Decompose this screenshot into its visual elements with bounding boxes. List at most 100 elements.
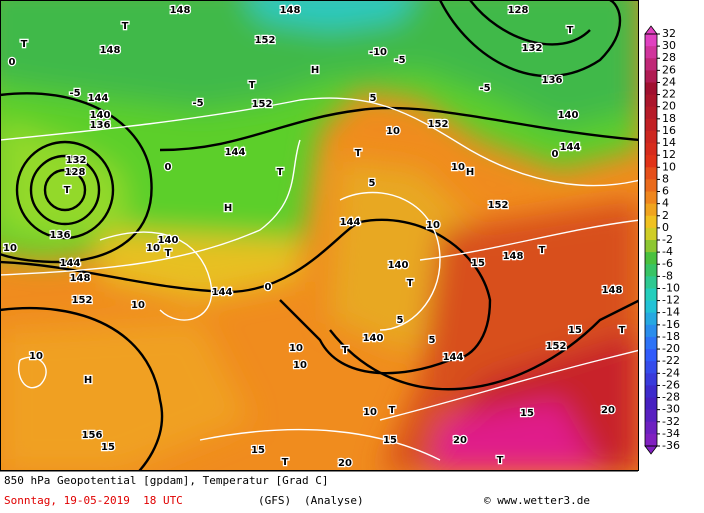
map-label: T (122, 21, 129, 32)
colorbar-segment (645, 349, 657, 362)
map-label: 156 (82, 430, 103, 441)
colorbar-segment (645, 167, 657, 180)
colorbar-tick-label: -24 (662, 366, 680, 379)
map-label: 10 (293, 360, 307, 371)
colorbar-tick-label: 16 (662, 124, 676, 137)
map-label: 10 (289, 343, 303, 354)
colorbar-segment (645, 397, 657, 411)
colorbar-tick-label: 22 (662, 88, 676, 101)
map-label: 144 (443, 352, 464, 363)
colorbar-tick-label: 26 (662, 63, 676, 76)
colorbar-segment (645, 433, 657, 447)
map-label: 132 (66, 155, 87, 166)
map-label: T (282, 457, 289, 468)
colorbar-segment (645, 385, 657, 399)
map-label: 144 (60, 258, 81, 269)
map-label: 140 (363, 333, 384, 344)
map-label: T (277, 167, 284, 178)
colorbar-tick-label: -34 (662, 427, 680, 440)
colorbar-segment (645, 373, 657, 386)
map-label: 20 (338, 458, 352, 469)
colorbar-tick-label: 10 (662, 160, 676, 173)
map-label: 15 (383, 435, 397, 446)
colorbar-segment (645, 409, 657, 423)
colorbar-segment (645, 143, 657, 156)
colorbar-segment (645, 203, 657, 217)
map-label: -5 (69, 88, 80, 99)
map-label: T (342, 345, 349, 356)
colorbar-segment (645, 276, 657, 289)
colorbar-tick-label: 24 (662, 75, 676, 88)
map-label: -5 (479, 83, 490, 94)
map-label: 148 (170, 5, 191, 16)
map-label: -5 (394, 55, 405, 66)
map-label: 0 (165, 162, 172, 173)
map-label: T (165, 248, 172, 259)
map-label: 152 (488, 200, 509, 211)
map-label: 15 (471, 258, 485, 269)
colorbar-tick-label: 0 (662, 221, 669, 234)
colorbar-segment (645, 421, 657, 435)
colorbar-tick-label: -8 (662, 269, 673, 282)
map-label: 5 (429, 335, 436, 346)
colorbar-segment (645, 288, 657, 302)
colorbar-segment (645, 46, 657, 59)
map-label: H (224, 203, 232, 214)
map-field (1, 1, 638, 470)
map-label: 10 (131, 300, 145, 311)
colorbar: 32302826242220181614121086420-2-4-6-8-10… (644, 25, 680, 455)
map-label: 10 (3, 243, 17, 254)
map-label: 152 (255, 35, 276, 46)
map-label: T (619, 325, 626, 336)
map-label: 10 (386, 126, 400, 137)
map-label: T (21, 39, 28, 50)
colorbar-segment (645, 312, 657, 326)
map-label: 144 (560, 142, 581, 153)
map-label: T (407, 278, 414, 289)
map-label: 132 (522, 43, 543, 54)
map-label: 10 (363, 407, 377, 418)
footer-title: 850 hPa Geopotential [gpdam], Temperatur… (4, 474, 329, 487)
colorbar-tick-label: 4 (662, 197, 669, 210)
map-label: T (355, 148, 362, 159)
map-label: T (64, 185, 71, 196)
map-label: T (539, 245, 546, 256)
map-labels: H H H H T T T T T T T T T T T T T T T 144 144 144 144 144 144 144… (2, 4, 627, 471)
map-label: 15 (101, 442, 115, 453)
colorbar-tick-label: 12 (662, 148, 676, 161)
colorbar-tick-label: -18 (662, 330, 680, 343)
map-label: 20 (453, 435, 467, 446)
footer-run: (Analyse) (304, 494, 364, 507)
map-label: 140 (158, 235, 179, 246)
colorbar-tick-label: 28 (662, 51, 676, 64)
map-label: 148 (503, 251, 524, 262)
map-label: 152 (72, 295, 93, 306)
colorbar-segment (645, 191, 657, 205)
colorbar-segment (645, 252, 657, 265)
colorbar-segment (645, 34, 657, 47)
colorbar-tick-label: -36 (662, 439, 680, 452)
map-label: 148 (280, 5, 301, 16)
colorbar-segment (645, 58, 657, 71)
colorbar-tick-label: -2 (662, 233, 673, 246)
map-label: 5 (397, 315, 404, 326)
colorbar-tick-label: -10 (662, 281, 680, 294)
colorbar-segment (645, 324, 657, 338)
map-label: -10 (369, 47, 387, 58)
colorbar-segment (645, 336, 657, 350)
map-label: H (311, 65, 319, 76)
map-label: 152 (546, 341, 567, 352)
map-label: 152 (428, 119, 449, 130)
map-label: 5 (370, 93, 377, 104)
map-label: -5 (192, 98, 203, 109)
colorbar-segment (645, 215, 657, 229)
map-label: H (466, 167, 474, 178)
colorbar-tick-label: -6 (662, 257, 673, 270)
map-label: 10 (29, 351, 43, 362)
map-label: 0 (265, 282, 272, 293)
colorbar-tick-label: -20 (662, 342, 680, 355)
map-label: 140 (388, 260, 409, 271)
colorbar-tick-label: -16 (662, 318, 680, 331)
colorbar-segment (645, 240, 657, 253)
colorbar-tick-label: 6 (662, 185, 669, 198)
